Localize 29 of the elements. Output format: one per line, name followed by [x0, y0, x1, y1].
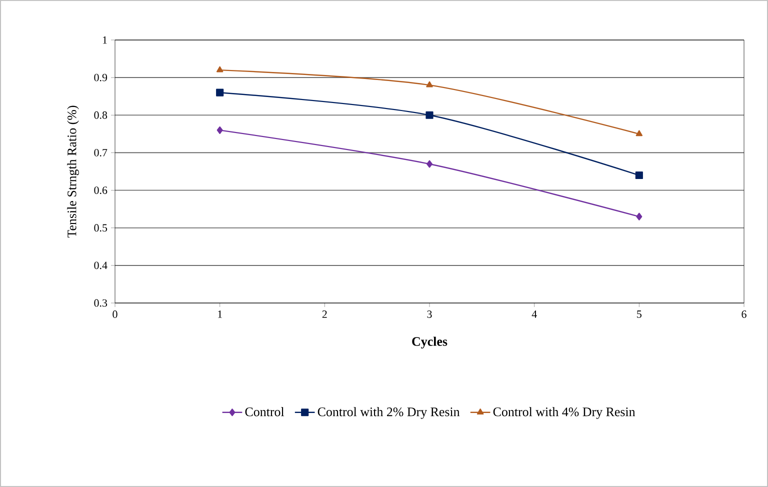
y-tick-label: 1 — [102, 36, 107, 44]
x-tick-label: 0 — [112, 310, 118, 318]
legend-label: Control with 4% Dry Resin — [493, 407, 636, 419]
y-tick-label: 0.6 — [94, 186, 108, 194]
x-tick-label: 5 — [637, 310, 642, 318]
y-tick-label: 0.7 — [94, 149, 108, 156]
x-tick-label: 6 — [742, 310, 746, 318]
point — [426, 160, 432, 168]
x-tick-label: 4 — [532, 310, 537, 318]
point — [426, 111, 434, 119]
x-axis-title: Cycles — [412, 336, 448, 349]
point — [636, 212, 642, 220]
point — [216, 88, 224, 96]
x-tick-label: 3 — [427, 310, 432, 318]
point — [216, 126, 223, 134]
y-tick-label: 0.4 — [94, 262, 108, 270]
point — [636, 130, 643, 136]
point — [635, 171, 643, 180]
y-tick-label: 0.5 — [94, 224, 108, 232]
y-tick-label: 0.3 — [94, 299, 108, 307]
point — [216, 66, 224, 72]
x-tick-label: 2 — [322, 310, 327, 318]
x-tick-label: 1 — [218, 310, 222, 318]
legend-label: Control — [245, 407, 284, 416]
y-axis-title: Tensile Strngth Ratio (%) — [67, 106, 79, 238]
point — [426, 81, 433, 88]
legend-label: Control with 2% Dry Resin — [318, 407, 460, 419]
y-tick-label: 0.9 — [94, 74, 108, 82]
y-tick-label: 0.8 — [94, 111, 108, 119]
